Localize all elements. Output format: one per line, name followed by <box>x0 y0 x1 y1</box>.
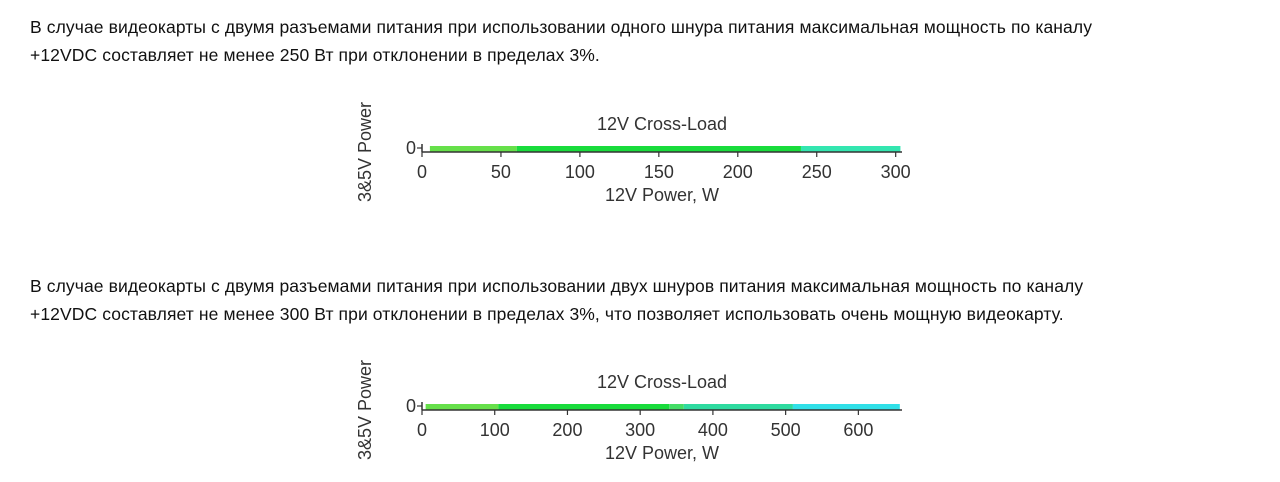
heat-segment <box>683 404 793 410</box>
y-axis-label: 3&5V Power <box>355 102 375 202</box>
heat-segment <box>792 404 900 410</box>
chart-title: 12V Cross-Load <box>597 372 727 392</box>
x-tick-label: 400 <box>698 420 728 440</box>
x-tick-label: 600 <box>843 420 873 440</box>
x-tick-label: 100 <box>480 420 510 440</box>
x-tick-label: 300 <box>625 420 655 440</box>
x-tick-label: 200 <box>723 162 753 182</box>
heat-segment <box>669 404 684 410</box>
y-tick-label: 0 <box>406 138 416 158</box>
x-tick-label: 500 <box>771 420 801 440</box>
x-tick-label: 200 <box>552 420 582 440</box>
paragraph-line: +12VDC составляет не менее 300 Вт при от… <box>30 304 1064 324</box>
paragraph-one-cord: В случае видеокарты с двумя разъемами пи… <box>30 13 1260 69</box>
heat-segment <box>800 146 901 152</box>
x-tick-label: 50 <box>491 162 511 182</box>
x-axis-label: 12V Power, W <box>605 185 719 205</box>
x-tick-label: 100 <box>565 162 595 182</box>
heat-segment <box>516 146 801 152</box>
y-axis-label: 3&5V Power <box>355 360 375 460</box>
cross-load-chart-two-cords: 12V Cross-Load 3&5V Power 0 0 100 200 300 400 50… <box>340 350 940 480</box>
chart-canvas: 12V Cross-Load 3&5V Power 00 50 100 150 200 250… <box>355 102 911 205</box>
x-tick-label: 0 <box>417 162 427 182</box>
chart-canvas: 12V Cross-Load 3&5V Power 00 100 200 300 400 50… <box>355 360 902 463</box>
chart-title: 12V Cross-Load <box>597 114 727 134</box>
paragraph-line: +12VDC составляет не менее 250 Вт при от… <box>30 45 600 65</box>
paragraph-two-cords: В случае видеокарты с двумя разъемами пи… <box>30 272 1260 328</box>
cross-load-chart-one-cord: 12V Cross-Load 3&5V Power 0 0 50 100 150 200 250… <box>340 92 940 222</box>
x-axis-label: 12V Power, W <box>605 443 719 463</box>
heat-segment <box>425 404 499 410</box>
x-tick-label: 150 <box>644 162 674 182</box>
x-tick-label: 0 <box>417 420 427 440</box>
y-tick-label: 0 <box>406 396 416 416</box>
paragraph-line: В случае видеокарты с двумя разъемами пи… <box>30 17 1093 37</box>
x-tick-label: 250 <box>802 162 832 182</box>
x-tick-label: 300 <box>881 162 911 182</box>
paragraph-line: В случае видеокарты с двумя разъемами пи… <box>30 276 1084 296</box>
heat-segment <box>429 146 517 152</box>
heat-segment <box>498 404 670 410</box>
